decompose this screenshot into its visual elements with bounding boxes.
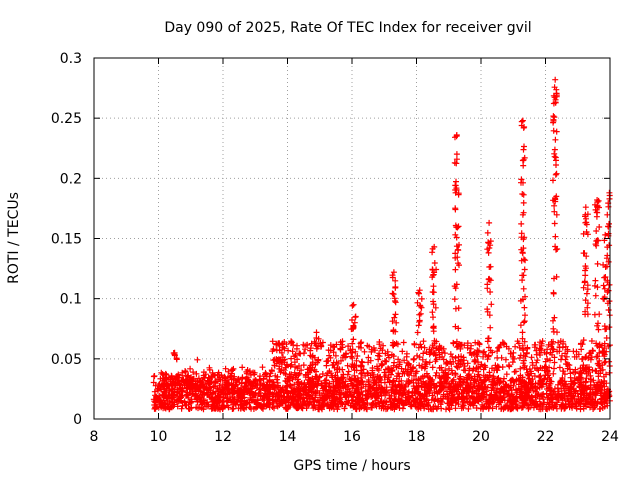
- y-tick-label: 0: [73, 412, 82, 428]
- x-tick-label: 12: [214, 429, 232, 445]
- chart-title: Day 090 of 2025, Rate Of TEC Index for r…: [164, 20, 531, 36]
- x-tick-label: 16: [343, 429, 361, 445]
- y-tick-label: 0.25: [51, 111, 82, 127]
- y-tick-label: 0.3: [60, 51, 82, 67]
- roti-scatter-series: [150, 76, 613, 413]
- y-tick-label: 0.15: [51, 232, 82, 248]
- x-tick-label: 24: [601, 429, 619, 445]
- x-tick-label: 20: [472, 429, 490, 445]
- x-axis-label: GPS time / hours: [293, 458, 410, 474]
- y-tick-label: 0.05: [51, 352, 82, 368]
- axis-ticks: 8 10 12 14 16 18 20 22 24 0 0.05 0.1 0.15 0.2 0.25 0.3: [51, 51, 619, 445]
- data-points: [150, 76, 613, 413]
- x-tick-label: 18: [408, 429, 426, 445]
- x-tick-label: 10: [150, 429, 168, 445]
- y-axis-label: ROTI / TECUs: [6, 192, 22, 284]
- y-tick-label: 0.1: [60, 292, 82, 308]
- y-tick-label: 0.2: [60, 171, 82, 187]
- grid-lines: [94, 58, 610, 419]
- x-tick-label: 14: [279, 429, 297, 445]
- x-tick-label: 8: [90, 429, 99, 445]
- x-tick-label: 22: [537, 429, 555, 445]
